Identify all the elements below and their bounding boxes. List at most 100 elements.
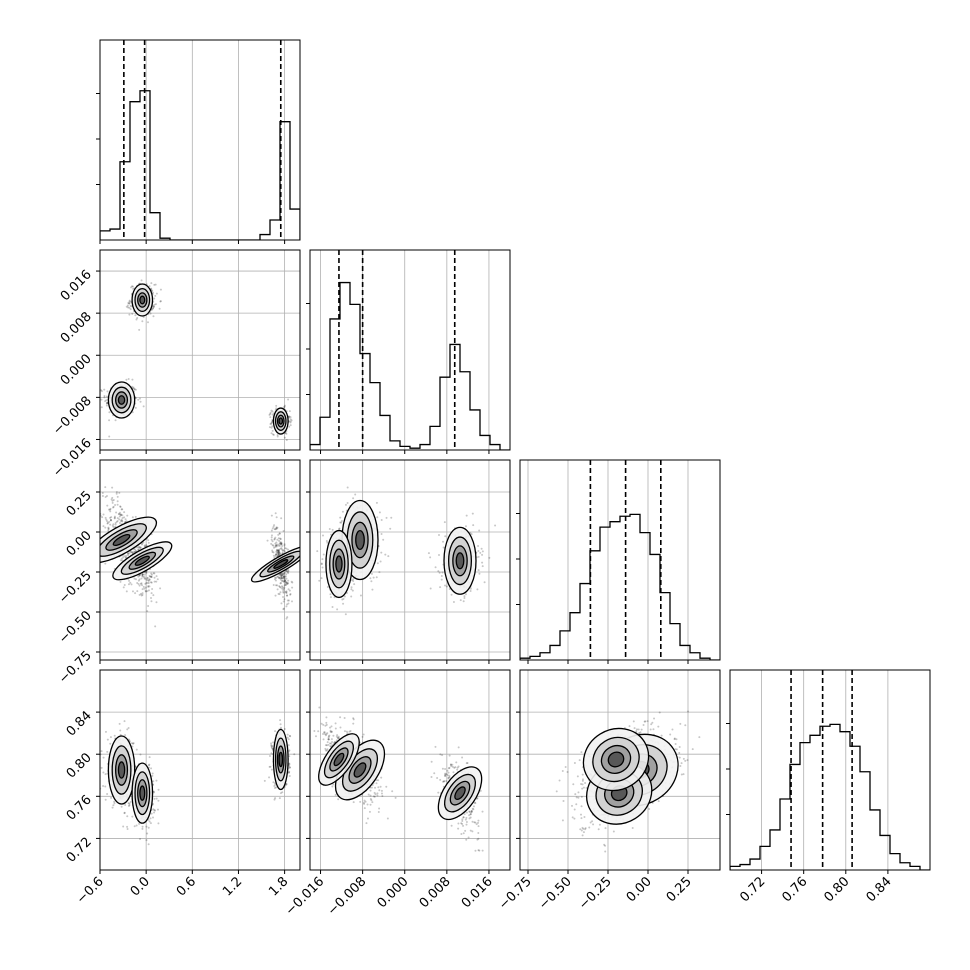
scatter-point: [104, 798, 107, 801]
scatter-point: [378, 789, 381, 792]
scatter-point: [120, 519, 123, 522]
scatter-point: [285, 582, 288, 585]
scatter-point: [449, 763, 452, 766]
scatter-point: [107, 529, 110, 532]
scatter-point: [448, 754, 451, 757]
y-tick-label-3: 0.76: [64, 793, 95, 824]
scatter-point: [462, 600, 465, 603]
scatter-point: [323, 733, 326, 736]
scatter-point: [282, 587, 285, 590]
scatter-point: [114, 504, 117, 507]
scatter-point: [101, 495, 104, 498]
scatter-point: [287, 398, 290, 401]
scatter-point: [394, 796, 397, 799]
scatter-point: [330, 731, 333, 734]
scatter-point: [291, 581, 294, 584]
scatter-point: [429, 556, 432, 559]
x-tick-label-0: 1.2: [220, 874, 245, 899]
y-tick-label-2: −0.25: [56, 568, 95, 607]
scatter-point: [276, 543, 279, 546]
scatter-point: [109, 516, 112, 519]
scatter-point: [150, 592, 153, 595]
scatter-point: [140, 582, 143, 585]
scatter-point: [280, 585, 283, 588]
scatter-point: [285, 591, 288, 594]
scatter-point: [448, 588, 451, 591]
scatter-point: [146, 576, 149, 579]
scatter-point: [290, 600, 293, 603]
x-tick-label-0: 1.8: [266, 874, 291, 899]
scatter-point: [109, 507, 112, 510]
scatter-point: [286, 594, 289, 597]
scatter-point: [105, 395, 108, 398]
scatter-point: [380, 519, 383, 522]
scatter-point: [151, 774, 154, 777]
axes-frame-2-1: [309, 459, 511, 661]
scatter-point: [127, 377, 130, 380]
scatter-point: [285, 590, 288, 593]
scatter-point: [362, 733, 365, 736]
scatter-point: [370, 580, 373, 583]
scatter-point: [282, 590, 285, 593]
scatter-point: [106, 390, 109, 393]
scatter-point: [281, 587, 284, 590]
scatter-point: [476, 838, 479, 841]
scatter-point: [273, 578, 276, 581]
scatter-point: [115, 491, 118, 494]
scatter-point: [275, 407, 278, 410]
scatter-point: [283, 404, 286, 407]
scatter-point: [288, 762, 291, 765]
scatter-point: [478, 529, 481, 532]
scatter-point: [109, 736, 112, 739]
scatter-point: [270, 538, 273, 541]
scatter-point: [133, 551, 136, 554]
scatter-point: [378, 807, 381, 810]
scatter-point: [104, 495, 107, 498]
scatter-point: [352, 580, 355, 583]
scatter-point: [279, 538, 282, 541]
scatter-point: [109, 519, 112, 522]
contour-1-0: [117, 395, 126, 405]
scatter-point: [359, 594, 362, 597]
scatter-point: [135, 748, 138, 751]
scatter-point: [466, 761, 469, 764]
scatter-point: [290, 419, 293, 422]
scatter-point: [281, 586, 284, 589]
scatter-point: [280, 577, 283, 580]
scatter-point: [139, 582, 142, 585]
scatter-point: [129, 800, 132, 803]
scatter-point: [111, 806, 114, 809]
scatter-point: [119, 580, 122, 583]
scatter-point: [480, 547, 483, 550]
scatter-point: [322, 733, 325, 736]
scatter-point: [126, 825, 129, 828]
scatter-point: [334, 740, 337, 743]
scatter-point: [336, 734, 339, 737]
scatter-point: [155, 601, 158, 604]
scatter-point: [126, 815, 129, 818]
scatter-point: [440, 578, 443, 581]
scatter-point: [123, 516, 126, 519]
scatter-point: [278, 542, 281, 545]
scatter-point: [452, 600, 455, 603]
scatter-point: [119, 519, 122, 522]
histogram-0: [100, 90, 300, 240]
scatter-point: [322, 723, 325, 726]
scatter-point: [363, 799, 366, 802]
scatter-point: [150, 572, 153, 575]
scatter-point: [136, 581, 139, 584]
panel-3-0: [100, 670, 300, 870]
scatter-point: [337, 737, 340, 740]
scatter-point: [289, 593, 292, 596]
scatter-point: [283, 579, 286, 582]
scatter-point: [441, 780, 444, 783]
scatter-point: [152, 808, 155, 811]
scatter-point: [127, 804, 130, 807]
scatter-point: [283, 586, 286, 589]
scatter-point: [120, 557, 123, 560]
contour-2-0: [134, 555, 150, 566]
scatter-point: [338, 527, 341, 530]
scatter-point: [149, 575, 152, 578]
scatter-point: [277, 551, 280, 554]
scatter-point: [448, 776, 451, 779]
